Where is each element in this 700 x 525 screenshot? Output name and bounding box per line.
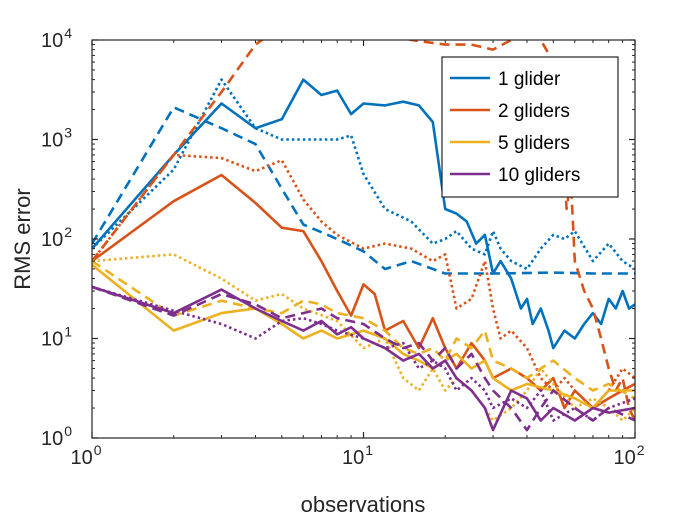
- series-layer: [92, 40, 635, 432]
- axes-box: [91, 39, 636, 439]
- series-line-2-gliders-dashed: [92, 40, 635, 422]
- series-line-1-glider-dotted: [92, 78, 635, 271]
- legend-label: 1 glider: [498, 69, 561, 90]
- y-tick-label: 103: [41, 125, 72, 152]
- axes-layer: 100 101 102 100 101 102 103 104: [41, 25, 645, 469]
- series-line-1-glider-dashed: [92, 106, 635, 275]
- legend-label: 2 gliders: [498, 101, 570, 122]
- x-axis-label: observations: [301, 492, 426, 517]
- series-line-5-gliders-dotted: [92, 253, 635, 422]
- series-line-10-gliders-dashed: [92, 285, 635, 432]
- x-tick-label: 100: [70, 442, 101, 469]
- x-tick-label: 102: [613, 442, 644, 469]
- y-tick-label: 102: [41, 224, 72, 251]
- y-tick-label: 104: [41, 25, 72, 52]
- legend-label: 10 gliders: [498, 165, 580, 186]
- y-axis-label: RMS error: [10, 188, 35, 289]
- series-line-1-glider-solid: [92, 78, 635, 350]
- legend: 1 glider 2 gliders 5 gliders 10 gliders: [441, 56, 619, 198]
- x-tick-label: 101: [342, 442, 373, 469]
- legend-label: 5 gliders: [498, 133, 570, 154]
- series-line-10-gliders-dotted: [92, 285, 635, 422]
- y-tick-label: 100: [41, 423, 72, 450]
- series-line-2-gliders-solid: [92, 173, 635, 410]
- y-tick-label: 101: [41, 324, 72, 351]
